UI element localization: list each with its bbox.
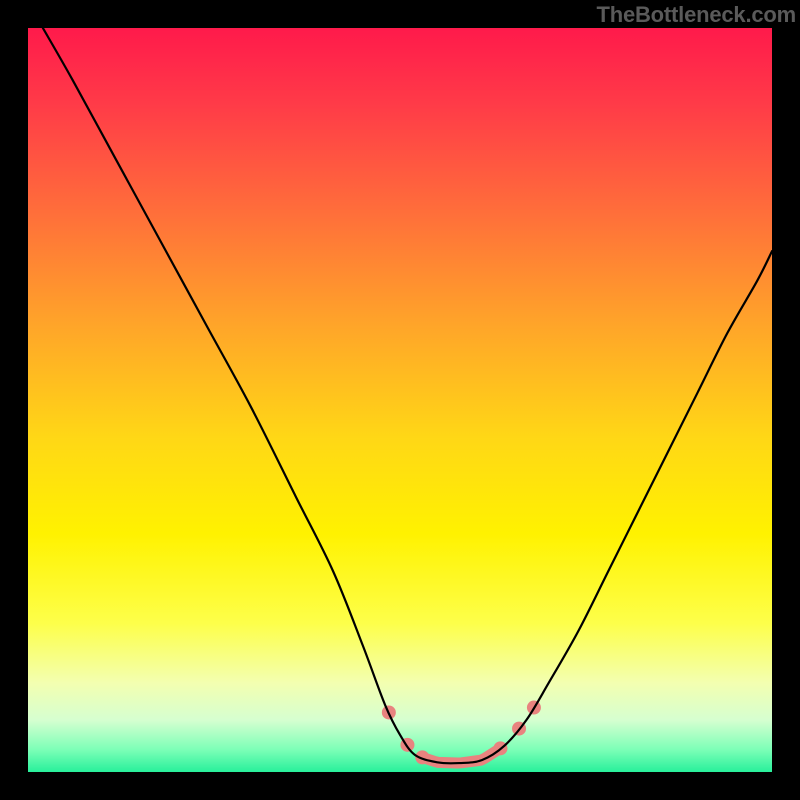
watermark-text: TheBottleneck.com bbox=[596, 2, 796, 28]
gradient-background bbox=[28, 28, 772, 772]
chart-outer: TheBottleneck.com bbox=[0, 0, 800, 800]
chart-svg bbox=[28, 28, 772, 772]
plot-area bbox=[28, 28, 772, 772]
